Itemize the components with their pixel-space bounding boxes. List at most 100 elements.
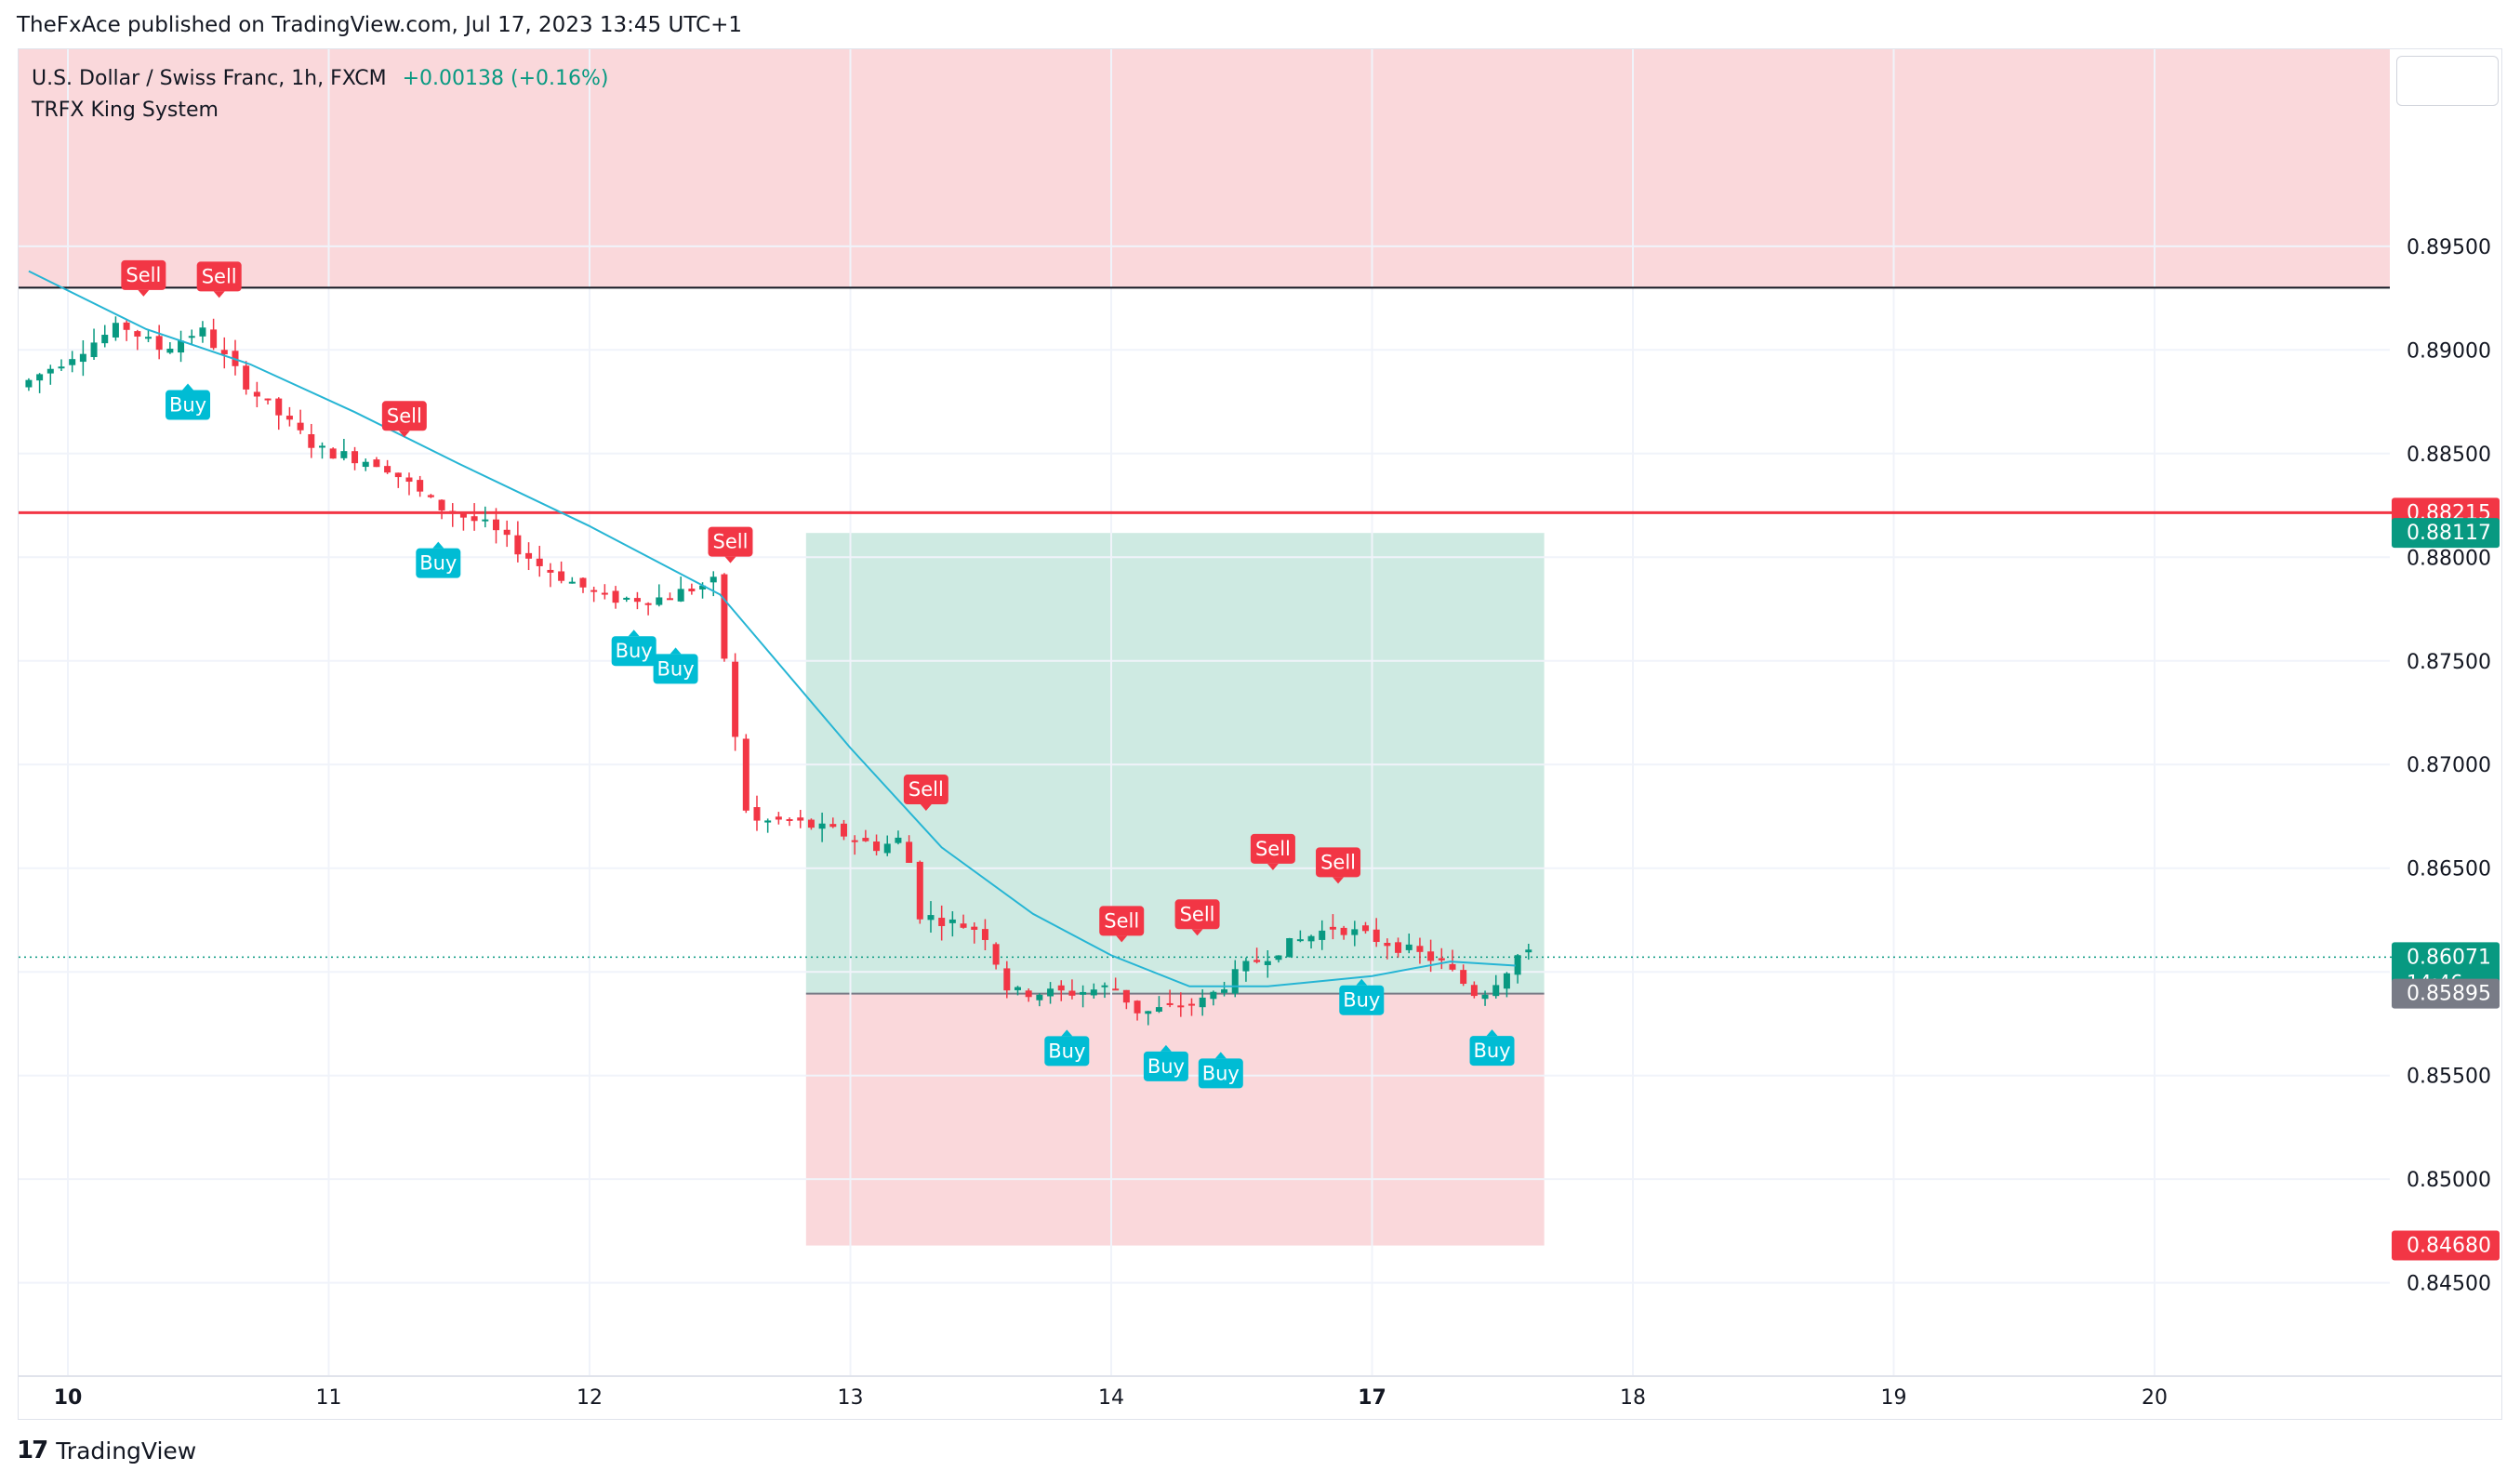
indicator-name[interactable]: TRFX King System [32,99,219,122]
signal-text: Buy [1147,1055,1185,1078]
candle-body [1492,985,1500,997]
candle-body [1481,994,1489,1000]
candle-body [1221,989,1228,993]
candle-body [275,398,283,416]
candle-body [1525,949,1532,953]
candle-body [1080,991,1087,995]
sell-signal[interactable]: Sell [1174,899,1220,936]
candle-body [427,495,434,497]
candle-body [633,598,641,603]
candle-body [220,350,228,355]
signal-label-bg [708,526,753,557]
sell-signal[interactable]: Sell [381,401,427,438]
candle-body [514,535,522,555]
sell-signal[interactable]: Sell [1099,906,1145,943]
signal-label-bg [1316,847,1361,878]
buy-signal[interactable]: Buy [653,647,698,684]
candle-body [1166,1002,1174,1005]
sell-signal[interactable]: Sell [1316,847,1361,884]
y-tick-label: 0.89500 [2407,236,2491,259]
sell-signal[interactable]: Sell [903,775,948,812]
candle-body [1145,1011,1152,1014]
candle-body [1101,985,1108,987]
x-tick-label: 20 [2142,1386,2168,1410]
candle-body [1373,929,1380,943]
signal-label-bg [1469,1036,1515,1067]
candle-body [1361,925,1369,932]
candle-body [558,571,565,581]
buy-signal[interactable]: Buy [611,629,657,667]
chart-legend: U.S. Dollar / Swiss Franc, 1h, FXCM +0.0… [32,63,608,126]
sell-signal[interactable]: Sell [708,526,753,563]
candle-body [1449,963,1456,970]
candle-body [1112,988,1120,991]
buy-signal[interactable]: Buy [416,541,461,578]
candle-body [166,349,174,353]
x-tick-label: 14 [1098,1386,1124,1410]
candle-body [666,598,673,601]
signal-text: Sell [387,404,422,427]
candle-body [916,861,923,920]
price-axis-layer: 0.89500 0.89000 0.88500 0.88000 0.87500 0.870… [2392,236,2500,1296]
candle-body [590,590,598,592]
scale-settings-button[interactable] [2396,56,2499,106]
signal-pointer [724,556,736,563]
moving-average-line [28,270,1516,987]
sell-signal[interactable]: Sell [1250,833,1295,870]
buy-signal[interactable]: Buy [166,383,211,420]
zones-layer [19,49,2390,1246]
candle-body [438,499,445,510]
price-change: +0.00138 (+0.16%) [402,67,609,90]
candle-body [101,335,109,344]
y-tick-label: 0.85500 [2407,1066,2491,1089]
signal-pointer [138,289,150,297]
candle-body [906,841,913,863]
candle-body [373,459,380,468]
candle-body [329,448,337,459]
candle-body [482,519,489,522]
signal-label-bg [1099,906,1145,936]
tradingview-mark-icon: 17 [17,1437,48,1464]
buy-signal[interactable]: Buy [1469,1029,1515,1067]
candle-body [873,841,881,852]
buy-signal[interactable]: Buy [1198,1052,1243,1089]
candle-body [471,516,478,522]
candle-body [144,337,152,339]
candle-body [79,353,86,363]
candle-body [1025,990,1032,998]
tradingview-logo[interactable]: 17 TradingView [17,1437,196,1464]
candle-body [851,840,858,842]
signal-pointer [670,647,682,655]
signal-pointer [1061,1029,1073,1037]
x-tick-label: 13 [838,1386,864,1410]
candle-body [459,513,467,518]
candle-body [981,929,988,940]
sell-signal[interactable]: Sell [121,259,166,297]
price-tag-text: 0.85895 [2407,983,2491,1006]
chart-frame [18,48,2502,1420]
candle-body [1384,943,1391,947]
signal-text: Buy [657,657,694,680]
candle-body [699,585,707,590]
candle-body [1395,942,1402,953]
stop-loss-zone[interactable] [805,993,1545,1246]
sell-signal[interactable]: Sell [196,261,242,298]
price-tag-text: 0.86071 [2407,946,2491,969]
signal-label-bg [611,636,657,667]
symbol-title[interactable]: U.S. Dollar / Swiss Franc, 1h, FXCM [32,67,387,90]
candle-body [1210,991,1217,1000]
y-tick-label: 0.87500 [2407,651,2491,674]
y-tick-label: 0.85000 [2407,1169,2491,1192]
candles-layer [25,316,1532,1026]
buy-signal[interactable]: Buy [1143,1044,1188,1081]
buy-signal[interactable]: Buy [1339,978,1385,1015]
signal-label-bg [1250,833,1295,864]
buy-signal[interactable]: Buy [1044,1029,1090,1067]
candle-body [1340,927,1347,935]
candle-body [1438,958,1445,961]
y-tick-label: 0.89000 [2407,339,2491,363]
candle-body [644,603,652,605]
x-tick-label: 17 [1358,1386,1386,1410]
